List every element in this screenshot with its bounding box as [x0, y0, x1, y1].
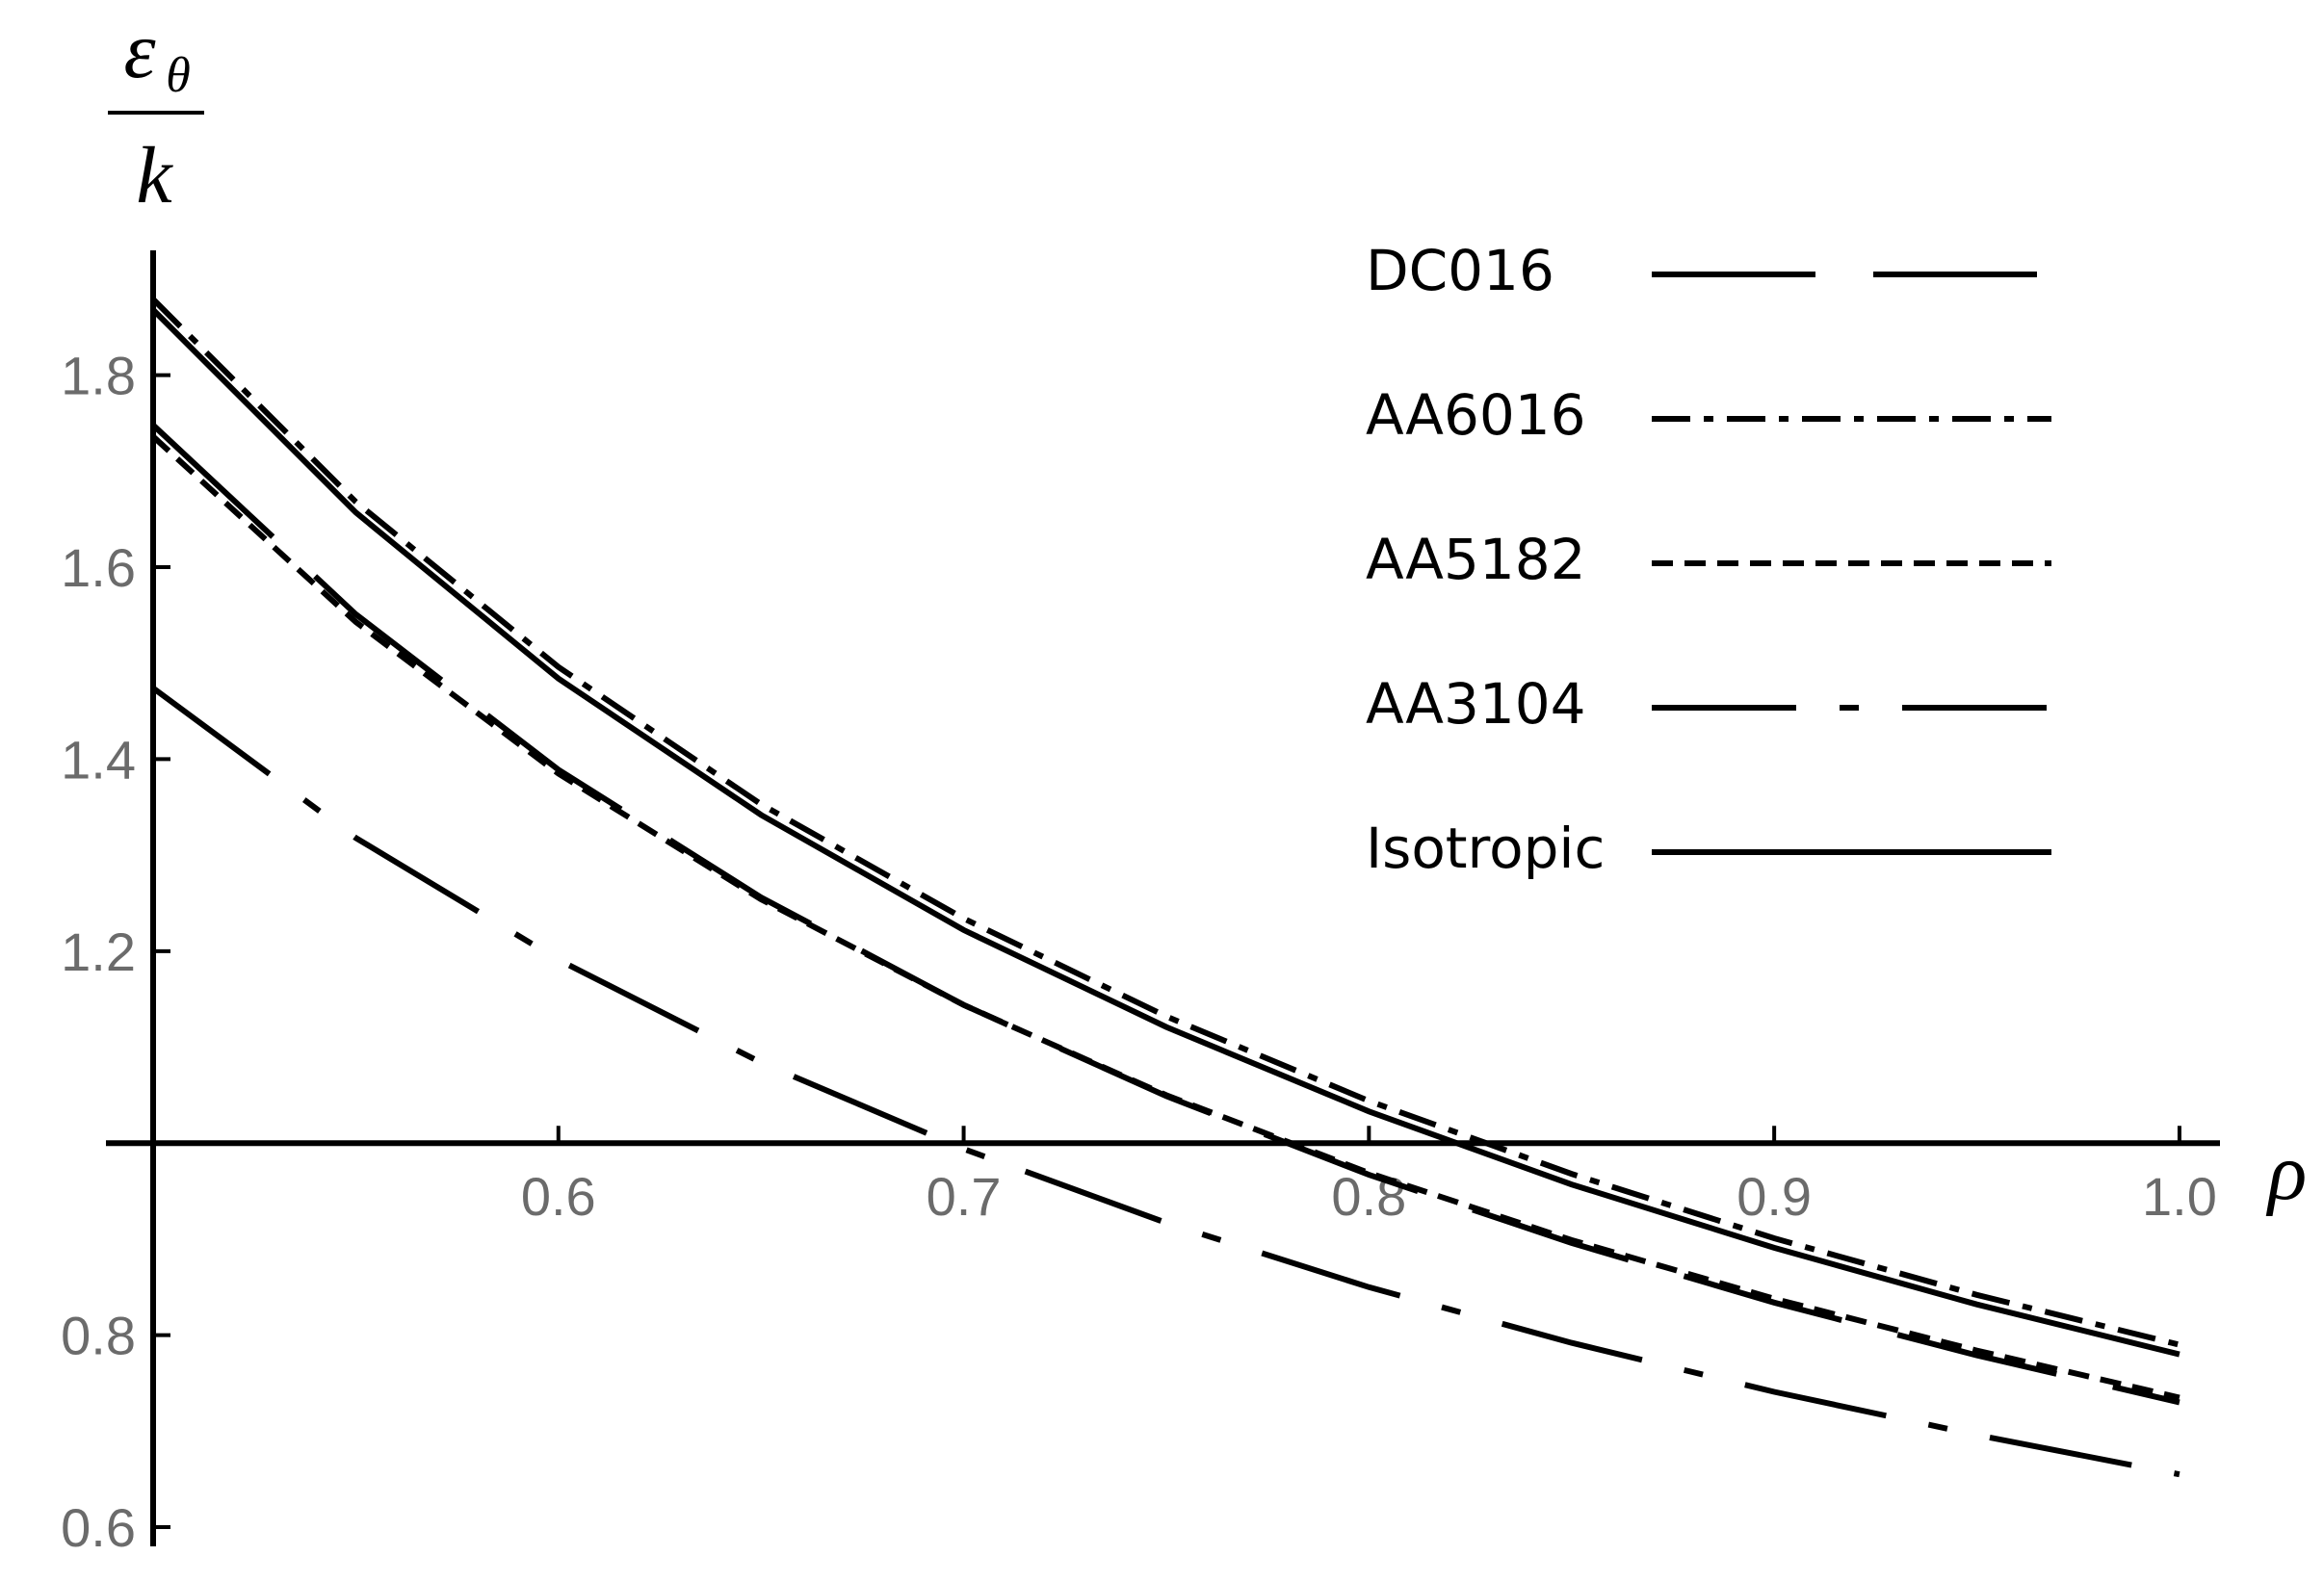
- y-tick-label: 1.2: [61, 921, 136, 982]
- y-tick-label: 0.6: [61, 1497, 136, 1558]
- x-tick-label: 0.9: [1736, 1166, 1812, 1227]
- legend-label: AA3104: [1366, 671, 1586, 737]
- y-tick-label: 1.6: [61, 537, 136, 598]
- series-line: [150, 434, 2180, 1401]
- series-line: [150, 297, 2180, 1348]
- legend-label: AA6016: [1366, 382, 1586, 448]
- y-label-denominator: k: [136, 131, 173, 220]
- series-line: [151, 686, 2180, 1478]
- legend-label: Isotropic: [1366, 816, 1605, 881]
- y-tick-label: 0.8: [61, 1306, 136, 1366]
- legend-label: DC016: [1366, 238, 1554, 303]
- y-tick-label: 1.4: [61, 729, 136, 790]
- x-label: ρ: [2265, 1128, 2307, 1217]
- x-tick-label: 1.0: [2142, 1166, 2217, 1227]
- series-line: [150, 307, 2180, 1358]
- x-tick-label: 0.7: [927, 1166, 1002, 1227]
- legend-label: AA5182: [1366, 527, 1586, 592]
- x-tick-label: 0.6: [521, 1166, 596, 1227]
- y-label-numerator: ε: [123, 6, 156, 95]
- series-line: [150, 423, 2180, 1406]
- y-label-subscript: θ: [166, 48, 191, 103]
- y-tick-label: 1.8: [61, 346, 136, 406]
